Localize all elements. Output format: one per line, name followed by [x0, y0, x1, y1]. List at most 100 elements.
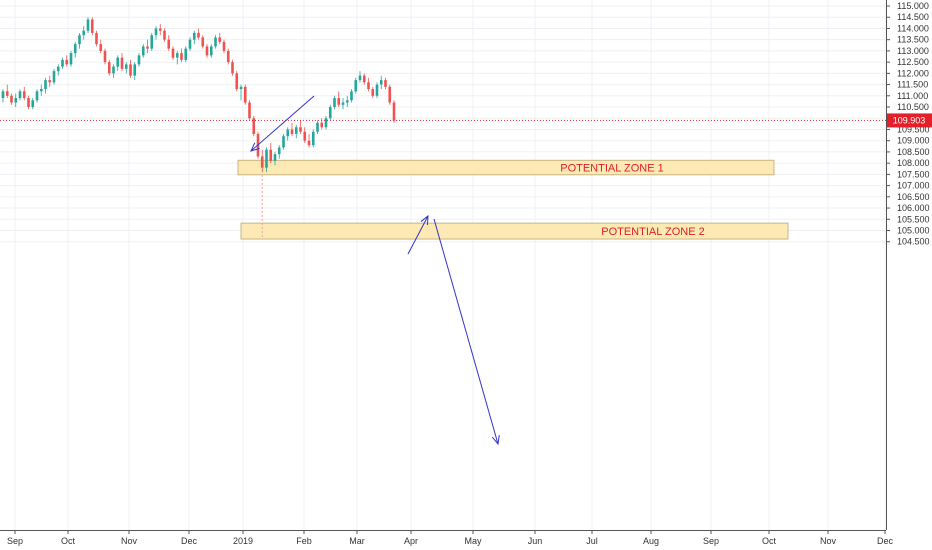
zone-box [237, 159, 775, 176]
candle-body [103, 50, 107, 63]
candle-body [222, 41, 226, 51]
candle-body [252, 118, 256, 134]
candle-body [379, 80, 383, 85]
candle-body [192, 32, 196, 40]
last-price-tag: 109.903 [887, 113, 932, 128]
y-tick-label: 106.000 [897, 203, 930, 213]
zone-label: POTENTIAL ZONE 2 [601, 226, 705, 238]
y-tick-label: 104.500 [897, 237, 930, 247]
candle-body [137, 55, 141, 65]
candle-body [345, 100, 349, 103]
x-tick-label: Sep [7, 536, 23, 546]
candle-body [133, 64, 137, 76]
y-tick-label: 114.000 [897, 23, 929, 33]
y-tick-label: 112.500 [897, 57, 929, 67]
candle-body [371, 89, 375, 96]
candle-body [180, 53, 183, 60]
candle-body [22, 91, 26, 99]
candle-body [201, 37, 205, 47]
candle-body [167, 39, 171, 49]
candle-body [90, 19, 94, 33]
candle-body [120, 57, 124, 69]
x-tick-label: Mar [349, 536, 365, 546]
candle-body [69, 53, 73, 65]
candle-body [226, 50, 230, 63]
candle-body [337, 98, 341, 105]
candle-body [99, 44, 103, 51]
candle-body [273, 154, 277, 161]
zone-label: POTENTIAL ZONE 1 [560, 163, 664, 175]
candle-body [299, 127, 302, 132]
candle-body [205, 46, 209, 56]
candle-body [290, 129, 294, 134]
candle-body [243, 86, 247, 103]
arrow-head [420, 214, 429, 226]
candle-body [197, 32, 200, 38]
zones-layer: POTENTIAL ZONE 1 POTENTIAL ZONE 2 [237, 159, 789, 240]
arrow-line [407, 215, 429, 255]
x-tick-label: Dec [181, 536, 198, 546]
candle-body [44, 80, 47, 90]
candle-body [282, 136, 285, 148]
grid-lines [0, 0, 886, 530]
candle-body [358, 75, 362, 81]
candle-body [1, 91, 5, 99]
candle-body [35, 91, 39, 101]
candle-body [82, 30, 86, 36]
y-tick-label: 106.500 [897, 192, 930, 202]
y-tick-label: 110.500 [897, 102, 929, 112]
candle-body [184, 48, 188, 60]
arrow-line [433, 218, 499, 445]
y-tick-label: 107.000 [897, 181, 930, 191]
arrow-line [250, 95, 315, 152]
candle-body [392, 102, 396, 121]
time-axis[interactable]: Sep Oct Nov Dec 2019 Feb Mar Apr May Jun Jul Aug Sep… [7, 530, 894, 546]
x-tick-label: Oct [762, 536, 777, 546]
candle-body [333, 98, 336, 108]
candle-body [56, 66, 60, 72]
candle-body [218, 37, 222, 42]
candle-body [209, 46, 213, 56]
y-tick-label: 109.000 [897, 136, 930, 146]
candle-body [10, 95, 13, 103]
y-tick-label: 105.500 [897, 214, 930, 224]
candle-body [171, 48, 175, 58]
candle-body [239, 86, 243, 90]
candle-body [188, 39, 192, 49]
candle-body [354, 80, 358, 92]
candle-body [235, 73, 239, 90]
x-tick-label: Feb [296, 536, 312, 546]
candle-body [18, 91, 22, 99]
x-tick-label: Dec [877, 536, 894, 546]
x-tick-label: Nov [121, 536, 138, 546]
candle-body [307, 140, 311, 146]
y-tick-label: 107.500 [897, 169, 930, 179]
candle-body [341, 102, 345, 105]
candles-layer [1, 17, 396, 173]
arrows-layer [250, 95, 500, 446]
candle-body [116, 57, 120, 67]
candle-body [384, 80, 387, 87]
candle-body [260, 156, 264, 168]
candle-body [86, 19, 90, 31]
last-price-tag-box [887, 113, 932, 128]
candle-body [154, 28, 158, 36]
candle-body [294, 127, 298, 134]
candle-body [269, 149, 273, 161]
y-tick-label: 111.000 [897, 91, 928, 101]
candle-body [124, 64, 128, 69]
candle-body [286, 129, 290, 137]
zone-box [240, 222, 789, 240]
candle-body [350, 91, 353, 101]
candle-body [73, 44, 77, 54]
x-tick-label: Jul [586, 536, 598, 546]
x-tick-label: Jun [528, 536, 543, 546]
candle-body [265, 149, 268, 168]
candle-body [65, 59, 69, 65]
candle-body [316, 122, 319, 132]
candle-body [175, 53, 179, 58]
candle-body [61, 59, 64, 67]
x-tick-label: Nov [820, 536, 837, 546]
candle-body [214, 37, 217, 47]
